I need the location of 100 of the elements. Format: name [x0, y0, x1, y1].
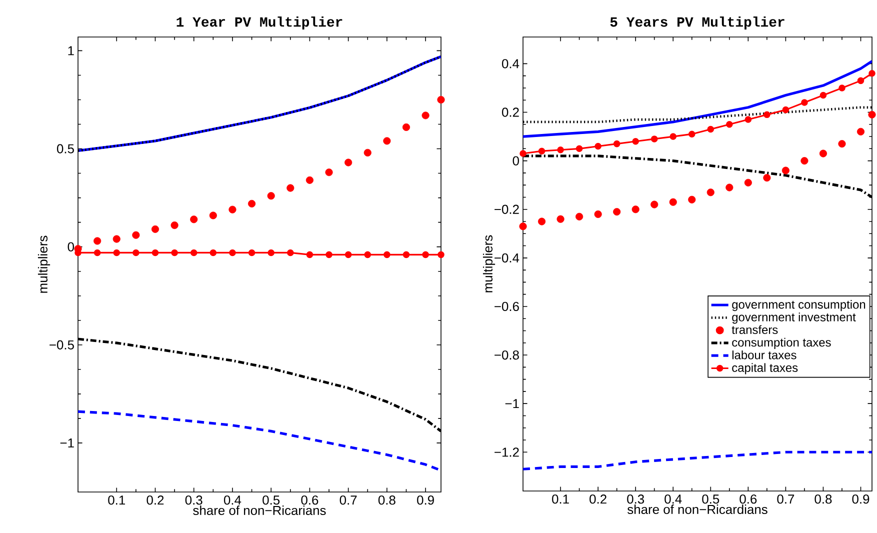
- point: [613, 208, 621, 216]
- point: [383, 137, 391, 145]
- point: [306, 251, 314, 258]
- point: [286, 184, 294, 192]
- point: [306, 176, 314, 184]
- point: [325, 168, 333, 176]
- point: [800, 157, 808, 165]
- x-tick-label: 0.9: [417, 496, 434, 505]
- legend-label: government consumption: [732, 300, 866, 312]
- point: [801, 99, 808, 106]
- x-tick-label: 0.1: [552, 494, 569, 504]
- legend-label: labour taxes: [732, 350, 796, 360]
- point: [94, 249, 101, 256]
- point: [210, 249, 217, 256]
- point: [726, 184, 734, 192]
- x-tick-label: 0.1: [108, 496, 126, 505]
- y-tick-label: −0.5: [50, 340, 74, 350]
- point: [437, 96, 445, 104]
- y-tick-label: 0.5: [56, 144, 74, 154]
- point: [819, 150, 827, 158]
- point: [670, 133, 677, 140]
- point: [706, 188, 714, 196]
- point: [613, 140, 620, 148]
- point: [576, 145, 583, 152]
- point: [248, 249, 256, 256]
- point: [229, 249, 236, 256]
- y-tick-label: −1.2: [494, 448, 519, 457]
- y-tick-label: 0: [512, 156, 519, 166]
- point: [782, 166, 790, 174]
- point: [764, 111, 770, 118]
- point: [669, 198, 677, 206]
- legend-label: transfers: [732, 325, 778, 334]
- x-axis-title: share of non−Ricarians: [193, 506, 326, 516]
- chart-title: 5 Years PV Multiplier: [610, 16, 784, 30]
- point: [112, 235, 120, 243]
- point: [248, 200, 256, 208]
- y-tick-label: 1: [68, 46, 74, 56]
- x-tick-label: 0.7: [777, 494, 794, 504]
- point: [402, 251, 410, 258]
- x-tick-label: 0.3: [185, 496, 202, 505]
- point: [744, 116, 752, 123]
- point: [438, 251, 444, 258]
- point: [594, 210, 602, 218]
- point: [868, 70, 876, 77]
- point: [763, 174, 771, 182]
- y-tick-label: −0.6: [494, 302, 519, 312]
- y-tick-label: −0.8: [494, 350, 519, 360]
- point: [344, 251, 352, 258]
- y-tick-label: −1: [60, 438, 74, 448]
- point: [820, 92, 827, 99]
- point: [520, 150, 526, 157]
- line-series: [78, 410, 441, 472]
- legend-label: capital taxes: [732, 363, 798, 374]
- point: [171, 249, 178, 256]
- x-tick-label: 0.4: [664, 494, 682, 504]
- point: [744, 178, 752, 186]
- point: [190, 216, 198, 224]
- y-axis-title: multipliers: [482, 235, 496, 292]
- point: [594, 142, 602, 150]
- point: [267, 192, 275, 200]
- point: [113, 249, 120, 256]
- point: [209, 212, 217, 220]
- point: [402, 123, 410, 131]
- x-tick-label: 0.9: [852, 494, 870, 504]
- y-axis-title: multipliers: [38, 236, 50, 293]
- point: [538, 148, 546, 154]
- point: [726, 120, 733, 128]
- point: [650, 136, 658, 142]
- y-tick-label: 0.4: [502, 59, 520, 68]
- point: [838, 140, 846, 148]
- point: [632, 138, 639, 145]
- point: [650, 200, 658, 208]
- point: [132, 249, 140, 256]
- point: [838, 84, 846, 92]
- point: [364, 251, 372, 258]
- point: [632, 206, 640, 214]
- point: [422, 112, 430, 120]
- point: [326, 251, 332, 258]
- y-tick-label: 0.2: [502, 108, 519, 117]
- legend-label: government investment: [732, 312, 856, 324]
- x-tick-label: 0.3: [627, 494, 644, 504]
- x-tick-label: 0.2: [590, 494, 606, 504]
- point: [268, 249, 274, 256]
- legend-label: consumption taxes: [732, 338, 831, 350]
- y-tick-label: −0.4: [494, 253, 520, 262]
- point: [132, 231, 140, 239]
- point: [170, 221, 178, 230]
- point: [228, 206, 236, 214]
- x-tick-label: 0.6: [301, 496, 318, 505]
- chart-title: 1 Year PV Multiplier: [176, 16, 342, 30]
- x-tick-label: 0.5: [262, 496, 280, 505]
- point: [384, 251, 390, 258]
- point: [287, 249, 294, 256]
- x-tick-label: 0.6: [740, 494, 757, 504]
- point: [344, 158, 352, 166]
- x-tick-label: 0.7: [340, 496, 357, 505]
- point: [782, 106, 790, 114]
- point: [190, 249, 198, 256]
- point: [364, 148, 372, 156]
- x-tick-label: 0.4: [224, 496, 242, 505]
